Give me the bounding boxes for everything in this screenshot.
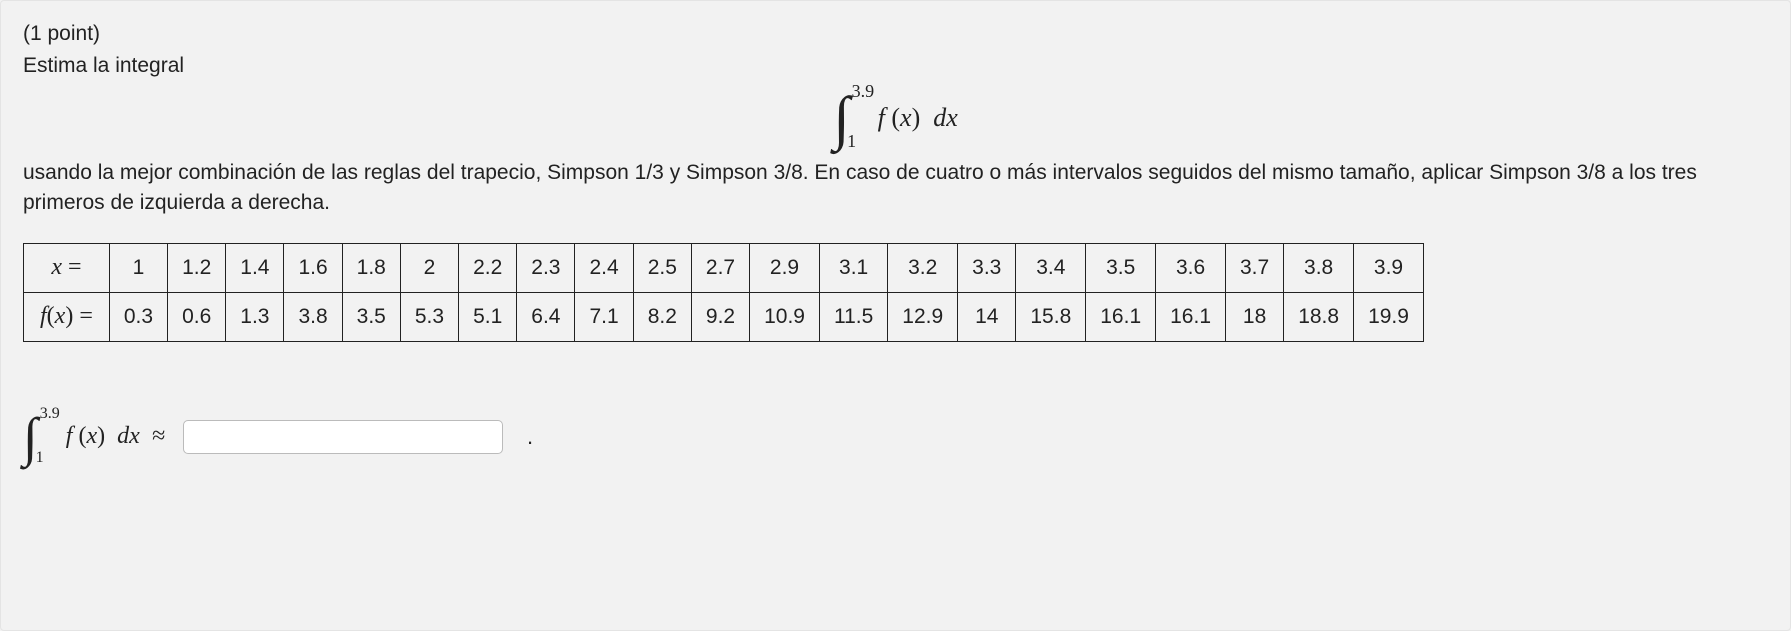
table-cell-x: 3.8 bbox=[1284, 243, 1354, 292]
data-table: x = 11.21.41.61.822.22.32.42.52.72.93.13… bbox=[23, 243, 1424, 342]
display-integral: ∫ 3.9 1 f (x) dx bbox=[23, 82, 1768, 158]
table-cell-x: 3.9 bbox=[1354, 243, 1424, 292]
table-cell-fx: 5.3 bbox=[400, 292, 458, 341]
table-cell-fx: 7.1 bbox=[575, 292, 633, 341]
table-cell-x: 2.4 bbox=[575, 243, 633, 292]
approx-symbol: ≈ bbox=[152, 423, 165, 449]
table-cell-fx: 16.1 bbox=[1156, 292, 1226, 341]
answer-integral-expression: ∫ 3.9 1 f (x) dx ≈ bbox=[23, 410, 165, 464]
table-cell-fx: 3.8 bbox=[284, 292, 342, 341]
answer-row: ∫ 3.9 1 f (x) dx ≈ . bbox=[23, 410, 1768, 464]
answer-input[interactable] bbox=[183, 420, 503, 454]
table-cell-fx: 12.9 bbox=[888, 292, 958, 341]
problem-text: (1 point) Estima la integral ∫ 3.9 1 f (… bbox=[23, 19, 1768, 219]
table-cell-x: 3.1 bbox=[819, 243, 887, 292]
table-cell-fx: 10.9 bbox=[750, 292, 820, 341]
integral-sign-icon: ∫ 3.9 1 bbox=[833, 88, 849, 148]
table-cell-fx: 0.3 bbox=[109, 292, 167, 341]
table-cell-fx: 5.1 bbox=[459, 292, 517, 341]
intro-line: Estima la integral bbox=[23, 51, 1768, 81]
table-cell-x: 2.5 bbox=[633, 243, 691, 292]
table-cell-fx: 18.8 bbox=[1284, 292, 1354, 341]
table-row-fx: f(x) = 0.30.61.33.83.55.35.16.47.18.29.2… bbox=[24, 292, 1424, 341]
table-cell-fx: 16.1 bbox=[1086, 292, 1156, 341]
table-cell-x: 1.4 bbox=[226, 243, 284, 292]
table-cell-x: 2 bbox=[400, 243, 458, 292]
integral-lower-limit: 1 bbox=[847, 132, 856, 150]
trailing-period: . bbox=[527, 424, 533, 450]
answer-integrand: f (x) dx ≈ bbox=[66, 423, 165, 450]
table-cell-x: 1.6 bbox=[284, 243, 342, 292]
table-cell-x: 2.7 bbox=[691, 243, 749, 292]
table-cell-x: 3.7 bbox=[1226, 243, 1284, 292]
table-cell-x: 1.8 bbox=[342, 243, 400, 292]
points-label: (1 point) bbox=[23, 19, 1768, 49]
table-cell-x: 2.2 bbox=[459, 243, 517, 292]
table-cell-x: 3.2 bbox=[888, 243, 958, 292]
answer-lower-limit: 1 bbox=[36, 450, 44, 466]
table-cell-x: 1.2 bbox=[168, 243, 226, 292]
table-row-x: x = 11.21.41.61.822.22.32.42.52.72.93.13… bbox=[24, 243, 1424, 292]
table-cell-fx: 1.3 bbox=[226, 292, 284, 341]
table-cell-fx: 14 bbox=[958, 292, 1016, 341]
table-cell-x: 1 bbox=[109, 243, 167, 292]
table-cell-fx: 11.5 bbox=[819, 292, 887, 341]
table-cell-x: 2.3 bbox=[517, 243, 575, 292]
integrand-fn: f bbox=[878, 103, 885, 132]
integrand-var: x bbox=[900, 103, 912, 132]
integral-upper-limit: 3.9 bbox=[850, 82, 875, 100]
table-cell-fx: 18 bbox=[1226, 292, 1284, 341]
answer-upper-limit: 3.9 bbox=[38, 406, 60, 422]
problem-panel: (1 point) Estima la integral ∫ 3.9 1 f (… bbox=[0, 0, 1791, 631]
table-cell-x: 3.5 bbox=[1086, 243, 1156, 292]
integrand: f (x) dx bbox=[878, 99, 958, 137]
table-cell-fx: 0.6 bbox=[168, 292, 226, 341]
table-cell-fx: 19.9 bbox=[1354, 292, 1424, 341]
table-cell-fx: 8.2 bbox=[633, 292, 691, 341]
table-cell-fx: 3.5 bbox=[342, 292, 400, 341]
table-cell-fx: 9.2 bbox=[691, 292, 749, 341]
integrand-dx: dx bbox=[933, 103, 958, 132]
table-cell-x: 3.3 bbox=[958, 243, 1016, 292]
row-label-x: x = bbox=[24, 243, 110, 292]
table-cell-fx: 6.4 bbox=[517, 292, 575, 341]
integral-expression: ∫ 3.9 1 f (x) dx bbox=[833, 88, 958, 148]
row-label-fx: f(x) = bbox=[24, 292, 110, 341]
table-cell-x: 3.4 bbox=[1016, 243, 1086, 292]
instructions: usando la mejor combinación de las regla… bbox=[23, 158, 1768, 219]
table-cell-x: 2.9 bbox=[750, 243, 820, 292]
table-cell-fx: 15.8 bbox=[1016, 292, 1086, 341]
integral-sign-icon: ∫ 3.9 1 bbox=[23, 410, 38, 464]
table-cell-x: 3.6 bbox=[1156, 243, 1226, 292]
